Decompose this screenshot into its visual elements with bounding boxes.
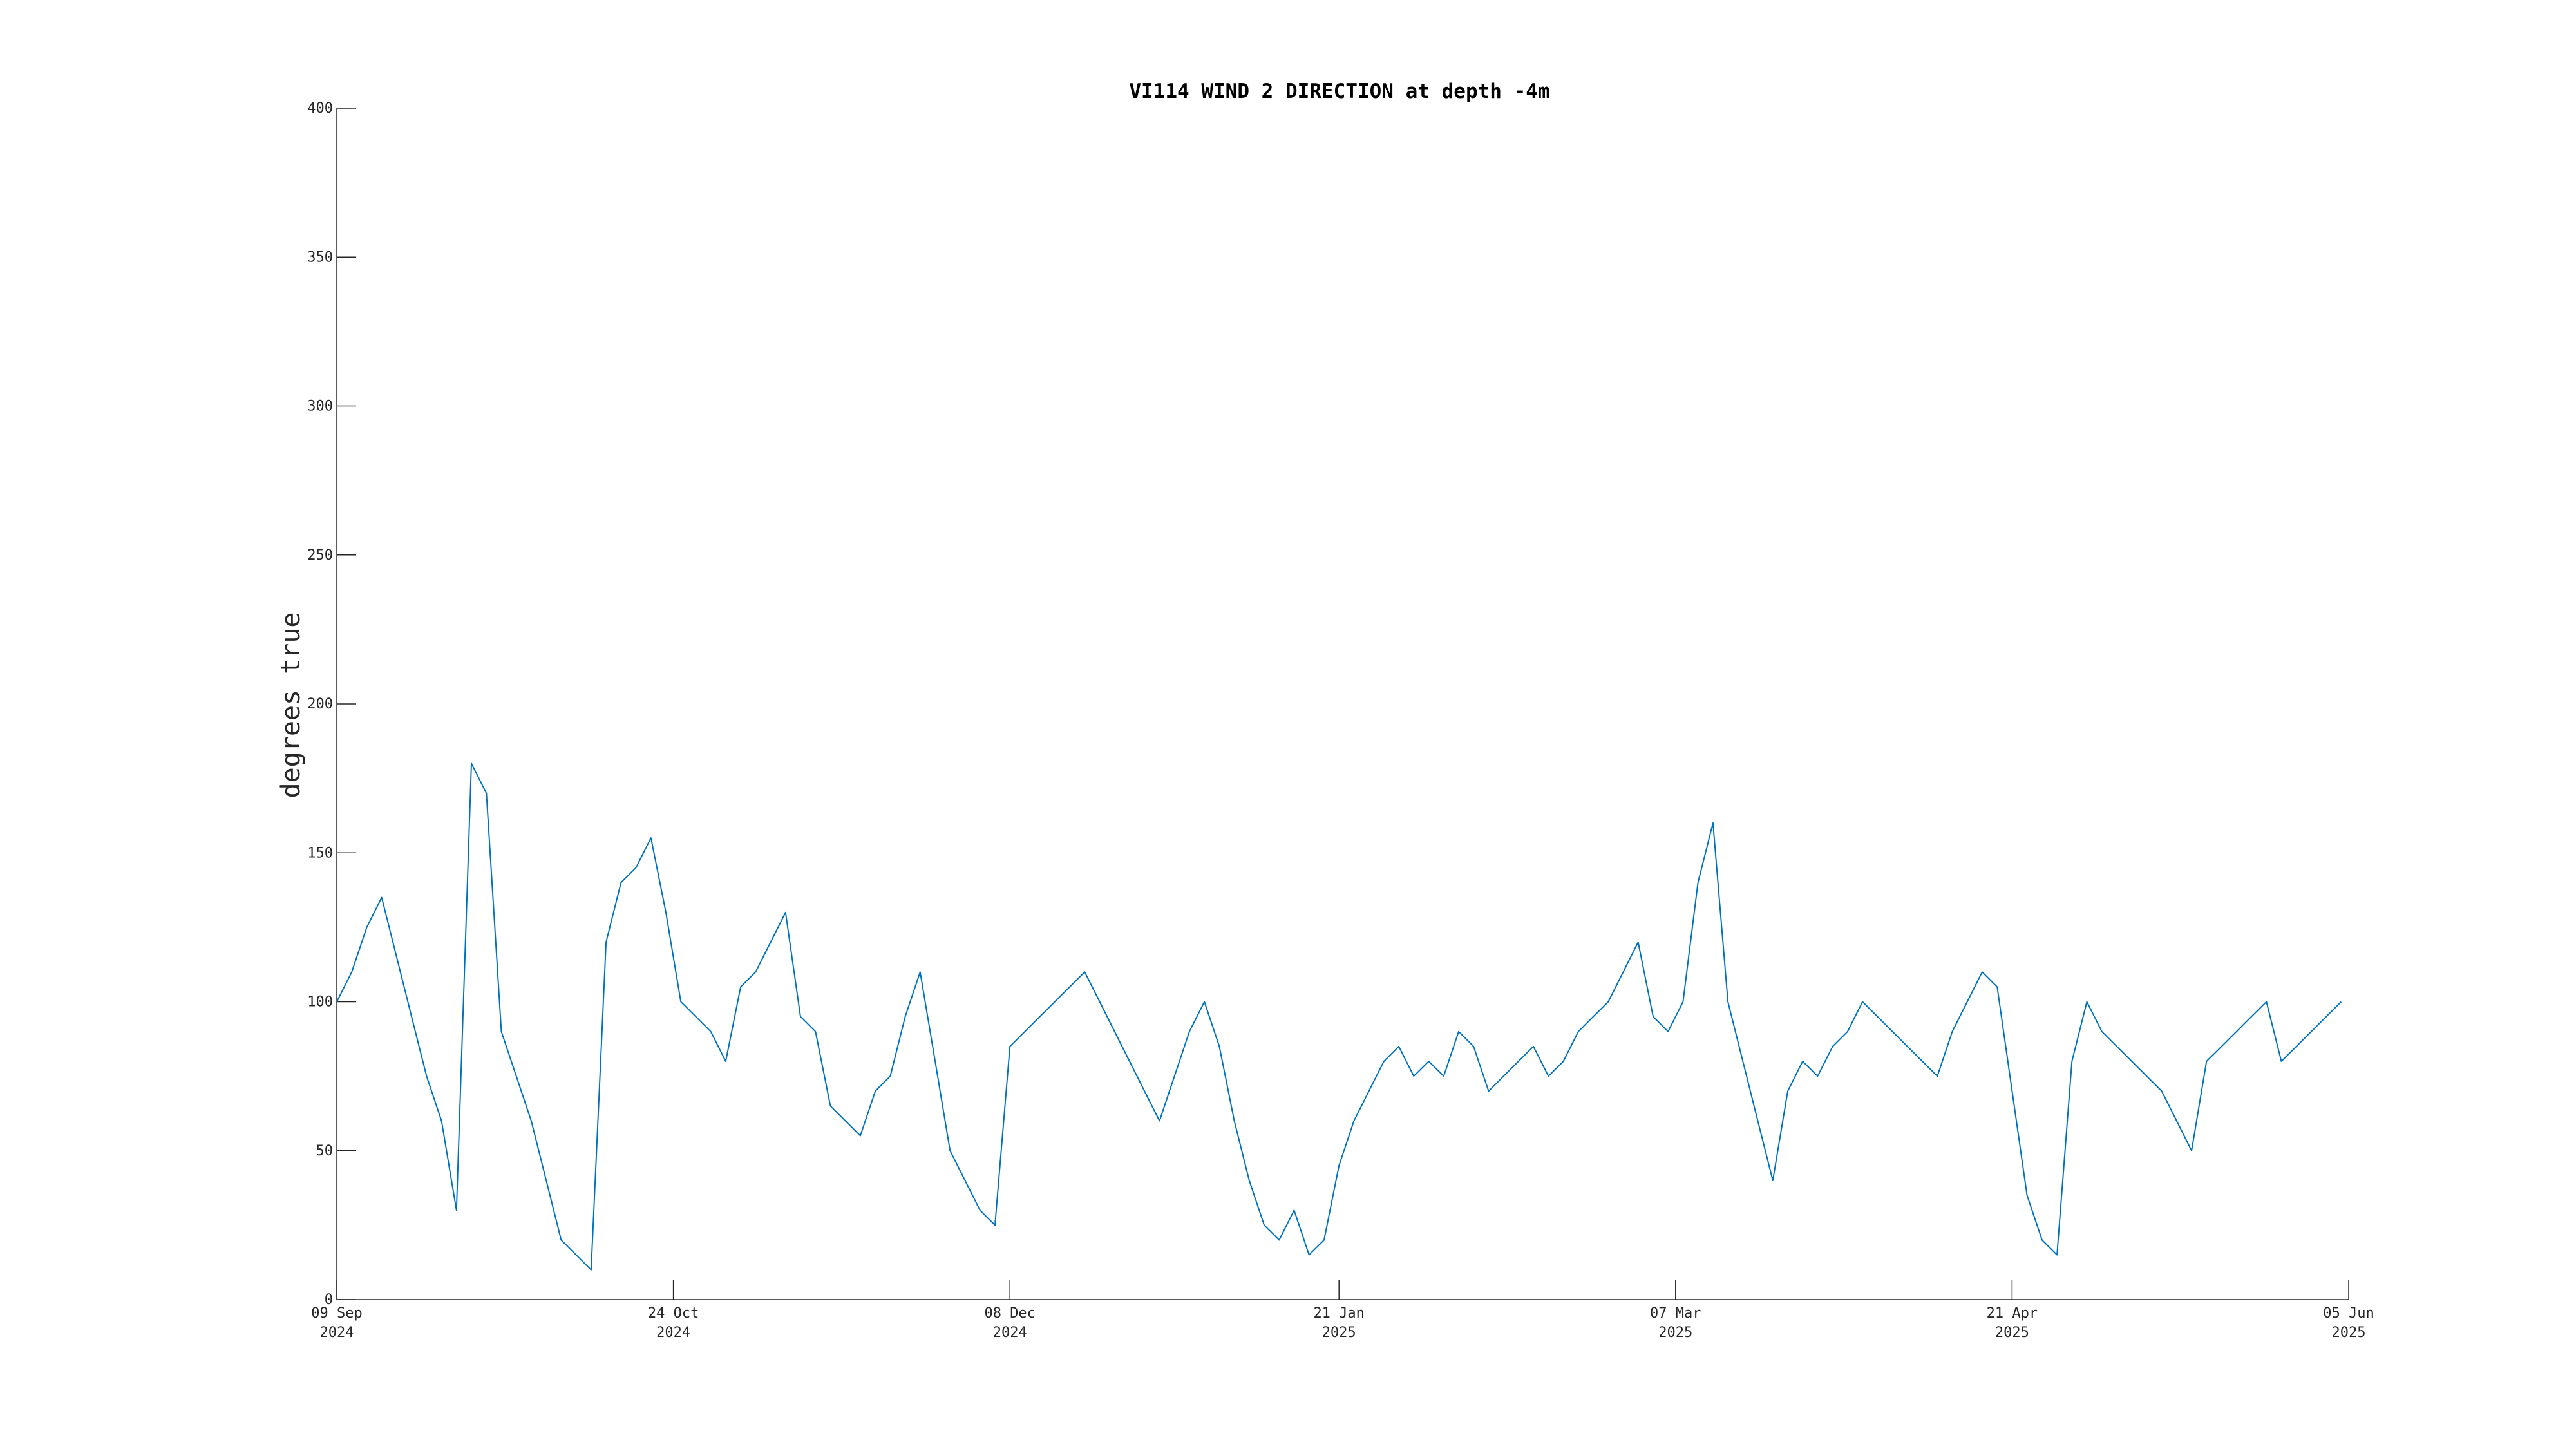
y-ticks: 0 50 100 150 200 250 300 350 400 [307,100,356,1308]
x-tick-label: 21 Jan [1313,1305,1364,1321]
x-tick-label: 08 Dec [984,1305,1035,1321]
y-tick-label: 50 [316,1143,334,1159]
x-tick-label: 21 Apr [1987,1305,2038,1321]
x-tick-label: 09 Sep [311,1305,362,1321]
y-tick-label: 350 [307,249,333,265]
y-tick-label: 300 [307,399,333,415]
series-line-wind-direction [336,762,2342,1271]
x-tick-year-label: 2025 [1995,1325,2029,1341]
x-tick-year-label: 2024 [993,1325,1027,1341]
x-tick-label: 05 Jun [2323,1305,2374,1321]
y-tick-label: 100 [307,994,333,1010]
x-tick-label: 24 Oct [648,1305,699,1321]
y-tick-label: 200 [307,696,333,712]
x-tick-year-label: 2024 [320,1325,354,1341]
y-axis-label: degrees true [276,612,306,799]
y-tick-label: 400 [307,100,333,117]
y-tick-label: 150 [307,845,333,861]
y-tick-label: 250 [307,547,333,564]
x-tick-year-label: 2025 [2332,1325,2366,1341]
chart-title: VI114 WIND 2 DIRECTION at depth -4m [1129,80,1549,103]
x-tick-year-label: 2024 [656,1325,690,1341]
x-tick-label: 07 Mar [1650,1305,1701,1321]
plot-axes [336,108,2349,1300]
x-tick-year-label: 2025 [1322,1325,1356,1341]
y-tick-label: 0 [325,1292,333,1308]
x-ticks: 09 Sep 2024 24 Oct 2024 08 Dec 2024 21 Jan 2025… [311,1280,2374,1341]
x-tick-year-label: 2025 [1658,1325,1692,1341]
